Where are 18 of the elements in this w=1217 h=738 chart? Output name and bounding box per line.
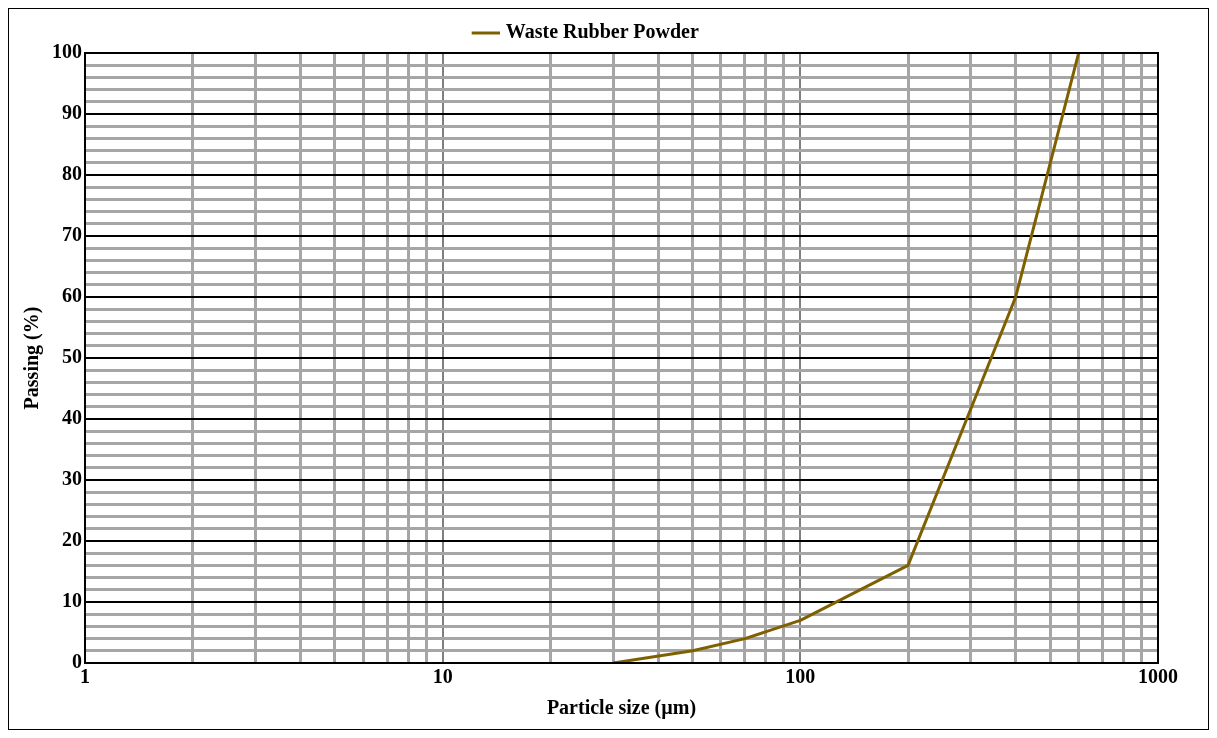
y-tick-label: 90: [62, 101, 82, 124]
y-tick-label: 80: [62, 162, 82, 185]
y-tick-label: 70: [62, 223, 82, 246]
x-axis-title: Particle size (µm): [546, 696, 697, 720]
legend-label: Waste Rubber Powder: [505, 20, 699, 43]
x-tick-label: 1000: [1138, 665, 1178, 688]
x-tick-label: 10: [432, 665, 453, 688]
y-tick-label: 30: [62, 467, 82, 490]
y-tick-label: 20: [62, 528, 82, 551]
y-tick-label: 60: [62, 284, 82, 307]
x-tick-label: 1: [80, 665, 90, 688]
y-tick-label: 0: [72, 650, 82, 673]
y-axis-title: Passing (%): [20, 306, 44, 410]
y-tick-label: 10: [62, 589, 82, 612]
y-tick-label: 50: [62, 345, 82, 368]
y-tick-label: 40: [62, 406, 82, 429]
y-tick-label: 100: [52, 40, 82, 63]
x-tick-label: 100: [785, 665, 816, 688]
